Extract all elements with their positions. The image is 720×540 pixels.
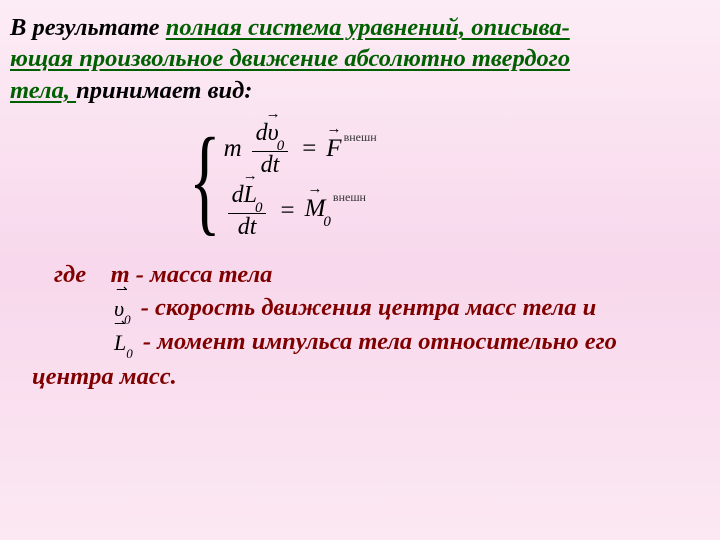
eq1-m: m: [224, 135, 242, 163]
eq1-rhs-sup: внешн: [344, 130, 377, 144]
intro-underline-2: ющая произвольное движение абсолютно тве…: [10, 45, 570, 72]
eq2-num-sub: 0: [255, 200, 263, 216]
eq2-equals: =: [280, 197, 294, 225]
eq2-rhs: M0внешн: [305, 195, 366, 227]
legend-sym-L-base: L: [114, 330, 126, 355]
equation-2: dL0 dt = M0внешн: [224, 183, 377, 239]
intro-paragraph: В результате полная система уравнений, о…: [10, 12, 696, 106]
legend-line-3: L0 - момент импульса тела относительно е…: [10, 325, 696, 359]
legend-sym-L: L0: [114, 328, 133, 360]
eq2-fraction: dL0 dt: [228, 183, 267, 239]
legend-line-4: центра масс.: [10, 360, 696, 393]
equation-system: { m dυ0 dt = Fвнешн dL0: [176, 120, 696, 240]
intro-underline-3: тела,: [10, 77, 70, 104]
eq1-equals: =: [302, 135, 316, 163]
eq2-rhs-sub: 0: [323, 214, 331, 230]
legend-block: где m - масса тела υ0 - скорость движени…: [10, 258, 696, 393]
legend-line-1: где m - масса тела: [10, 258, 696, 291]
slide-content: В результате полная система уравнений, о…: [0, 0, 720, 393]
eq1-numerator: dυ0: [252, 121, 289, 150]
equation-stack: m dυ0 dt = Fвнешн dL0: [224, 121, 377, 239]
eq1-num-d: d: [256, 120, 268, 146]
eq1-rhs-F: F: [326, 135, 341, 163]
intro-underline-1: полная система уравнений, описыва-: [166, 14, 570, 41]
intro-lead: В результате: [10, 14, 166, 41]
legend-text-2: - скорость движения центра масс тела и: [135, 294, 597, 321]
legend-sym-L-sub: 0: [126, 346, 133, 361]
eq2-num-d: d: [232, 182, 244, 208]
legend-where: где: [32, 261, 86, 288]
eq1-denominator: dt: [257, 153, 284, 177]
legend-text-1: - масса тела: [130, 261, 273, 288]
intro-tail: принимает вид:: [76, 77, 252, 104]
legend-text-3: - момент импульса тела относительно его: [137, 328, 617, 355]
eq1-num-sub: 0: [277, 138, 285, 154]
legend-line-2: υ0 - скорость движения центра масс тела …: [10, 291, 696, 325]
eq2-denominator: dt: [234, 215, 261, 239]
eq1-rhs: Fвнешн: [326, 135, 376, 163]
eq2-numerator: dL0: [228, 183, 267, 212]
eq2-rhs-sup: внешн: [333, 190, 366, 204]
left-brace: {: [189, 120, 221, 240]
legend-text-4: центра масс.: [32, 363, 177, 390]
